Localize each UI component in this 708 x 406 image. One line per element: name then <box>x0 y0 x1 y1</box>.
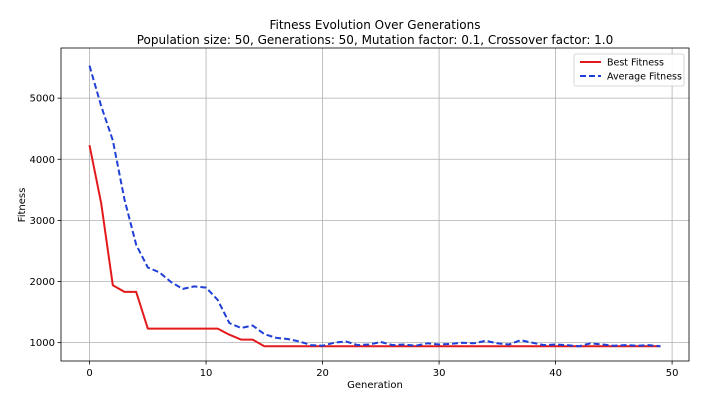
y-axis-ticks: 1000 2000 3000 4000 5000 <box>30 94 61 349</box>
y-axis-label: Fitness <box>17 188 28 223</box>
x-tick-label: 20 <box>316 368 329 379</box>
y-tick-label: 2000 <box>30 277 55 288</box>
x-axis-label: Generation <box>347 380 403 391</box>
legend: Best Fitness Average Fitness <box>573 53 685 87</box>
grid-lines <box>61 48 689 361</box>
series-line-1 <box>88 65 661 348</box>
x-tick-label: 30 <box>433 368 446 379</box>
x-tick-label: 40 <box>549 368 562 379</box>
legend-label: Best Fitness <box>607 58 664 69</box>
x-axis-ticks: 0 10 20 30 40 50 <box>86 361 678 379</box>
x-tick-label: 0 <box>86 368 92 379</box>
x-tick-label: 10 <box>200 368 213 379</box>
y-tick-label: 3000 <box>30 216 55 227</box>
plot-frame <box>60 47 690 362</box>
legend-box <box>573 53 685 87</box>
chart-title: Fitness Evolution Over Generations <box>269 18 480 32</box>
series-line-0 <box>88 145 661 348</box>
legend-label: Average Fitness <box>607 72 682 83</box>
series-lines <box>88 65 661 348</box>
y-tick-label: 5000 <box>30 94 55 105</box>
x-tick-label: 50 <box>666 368 679 379</box>
chart-subtitle: Population size: 50, Generations: 50, Mu… <box>137 33 614 47</box>
y-tick-label: 4000 <box>30 155 55 166</box>
y-tick-label: 1000 <box>30 338 55 349</box>
